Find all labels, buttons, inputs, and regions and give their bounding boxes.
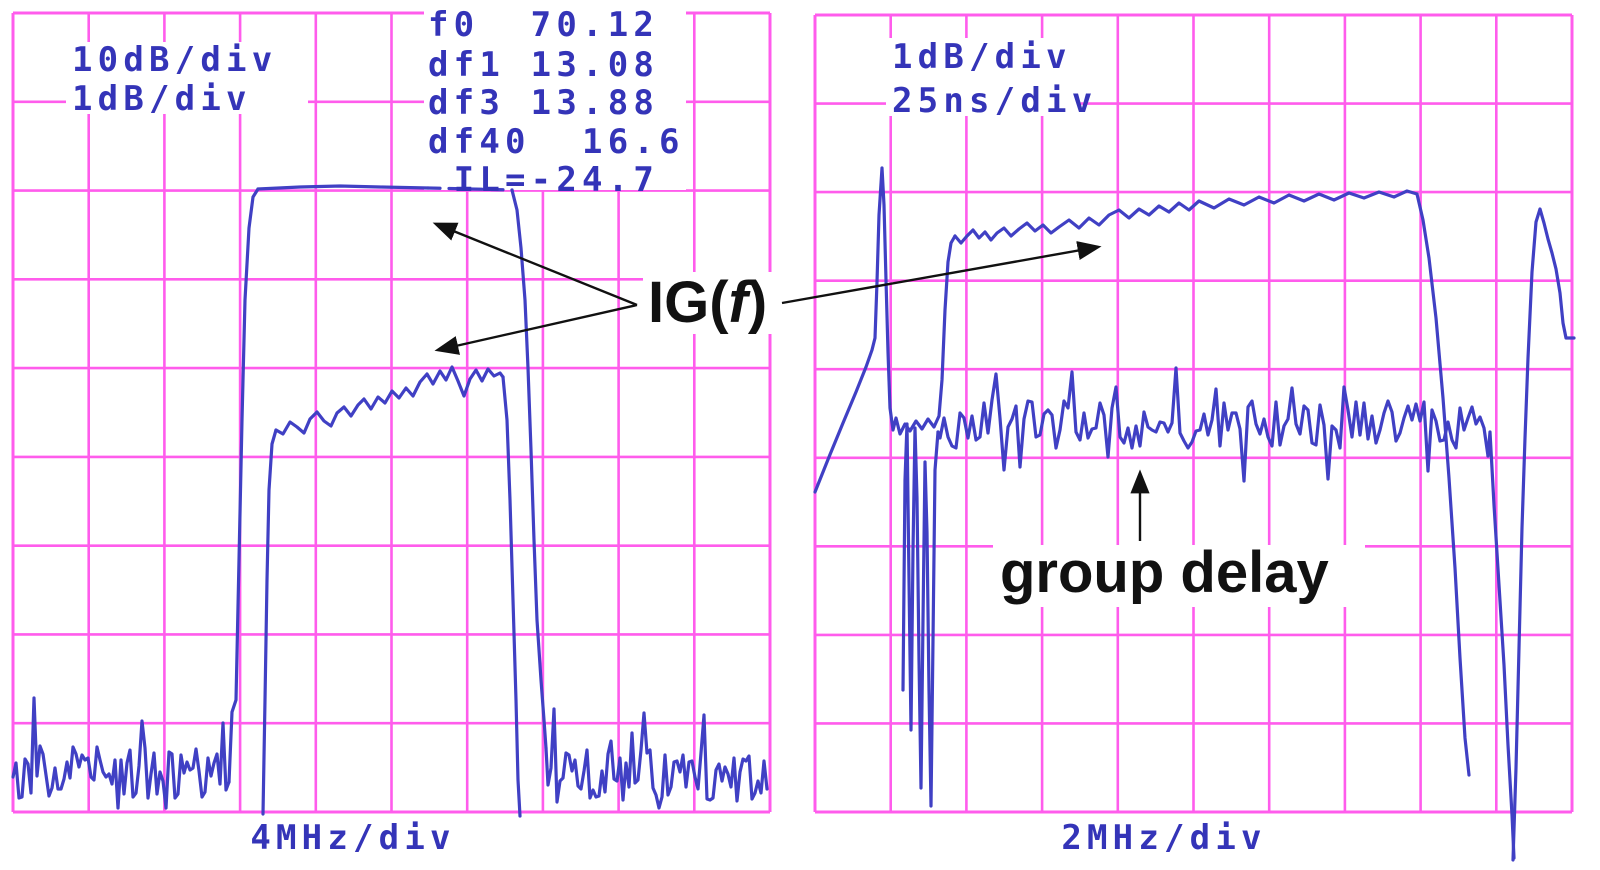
trace-ig-f-magnitude [953,189,1419,245]
arrow-to-right-trace [781,241,1102,305]
trace-group-delay [936,366,1490,483]
group-delay-label-background [993,545,1365,607]
right-plot-grid [813,13,1574,814]
right-xaxis-label: 2MHz/div [1061,818,1266,858]
trace-wide-range-magnitude-10dB [256,184,430,191]
label-backgrounds [66,2,1365,607]
left-scale-label-10db: 10dB/div [72,40,277,80]
trace-group-delay [901,422,940,808]
trace-passband-ripple-1dB [261,428,278,816]
traces [11,166,1576,862]
trace-ig-f-magnitude [813,166,957,494]
annotation-arrows [432,222,1150,541]
ig-f-label-pre: IG( [648,270,729,335]
ig-f-label: IG(f) [648,270,767,335]
group-delay-label: group delay [1000,540,1329,605]
arrow-to-10db-trace [432,222,638,307]
trace-ig-f-magnitude-right-lobe [1511,207,1576,862]
trace-wide-range-magnitude-10dB [227,187,260,784]
trace-passband-ripple-1dB [274,365,505,436]
readout-il: IL=-24.7 [428,160,659,200]
trace-wide-range-magnitude-10dB [544,707,769,810]
readout-df3: df3 13.88 [428,83,659,123]
trace-passband-ripple-1dB [501,375,522,818]
right-scale-label-background [886,38,1080,116]
trace-group-delay [1486,430,1516,860]
left-scale-label-background [66,42,308,114]
trace-wide-range-magnitude-10dB [510,188,548,750]
trace-wide-range-magnitude-10dB [426,186,514,192]
left-xaxis-label: 4MHz/div [250,818,455,858]
arrow-to-1db-trace [434,303,638,355]
ig-f-label-post: ) [748,270,767,335]
readout-background [424,2,686,190]
left-scale-label-1db: 1dB/div [72,79,252,119]
trace-wide-range-magnitude-10dB [11,696,231,810]
readout-df40: df40 16.6 [428,122,685,162]
right-scale-label-1db: 1dB/div [892,37,1072,77]
ig-f-label-background [643,272,779,334]
right-scale-label-25ns: 25ns/div [892,81,1097,121]
readout-df1: df1 13.08 [428,45,659,85]
readout-f0: f0 70.12 [428,5,659,45]
